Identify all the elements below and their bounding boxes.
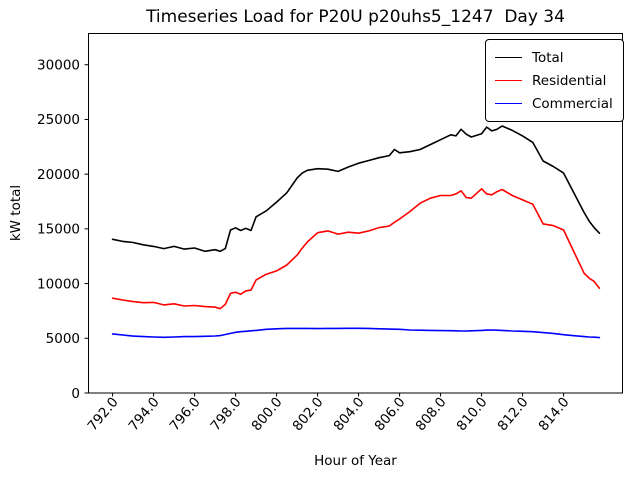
legend-label: Total — [532, 49, 564, 66]
x-tick-label: 794.0 — [126, 394, 163, 434]
legend-line-sample — [495, 80, 522, 81]
legend-line-sample — [495, 57, 522, 58]
series-line-total — [111, 125, 601, 253]
series-line-commercial — [111, 327, 601, 339]
x-tick-label: 812.0 — [495, 394, 532, 434]
legend-label: Residential — [532, 72, 607, 89]
legend-line-sample — [495, 103, 522, 104]
legend: Total Residential Commercial — [485, 39, 624, 122]
x-tick-label: 792.0 — [85, 394, 122, 434]
legend-label: Commercial — [532, 95, 613, 112]
x-tick-label: 806.0 — [372, 394, 409, 434]
y-tick-label: 15000 — [37, 222, 80, 238]
x-tick-label: 810.0 — [454, 394, 491, 434]
y-tick-label: 30000 — [37, 58, 80, 74]
y-axis-label: kW total — [8, 184, 24, 242]
x-tick-label: 802.0 — [290, 394, 327, 434]
legend-item-residential: Residential — [495, 69, 613, 92]
series-line-residential — [111, 188, 601, 310]
y-tick-label: 20000 — [37, 167, 80, 183]
y-tick-label: 25000 — [37, 112, 80, 128]
axes-frame — [88, 33, 623, 394]
x-tick-label: 814.0 — [536, 394, 573, 434]
y-tick-label: 5000 — [46, 331, 80, 347]
x-axis-label: Hour of Year — [314, 453, 397, 469]
legend-item-commercial: Commercial — [495, 92, 613, 115]
x-tick-label: 796.0 — [167, 394, 204, 434]
x-tick-label: 800.0 — [249, 394, 286, 434]
legend-item-total: Total — [495, 46, 613, 69]
y-tick-label: 10000 — [37, 276, 80, 292]
y-tick-label: 0 — [71, 386, 80, 402]
x-tick-label: 798.0 — [208, 394, 245, 434]
x-tick-label: 808.0 — [413, 394, 450, 434]
x-tick-label: 804.0 — [331, 394, 368, 434]
chart-title: Timeseries Load for P20U p20uhs5_1247 Da… — [146, 7, 565, 27]
